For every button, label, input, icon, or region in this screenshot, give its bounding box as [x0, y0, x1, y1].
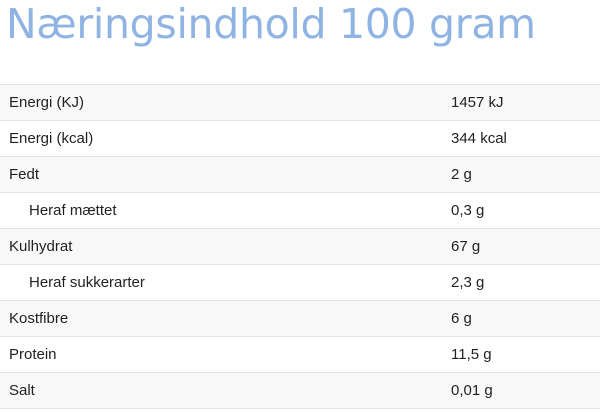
table-row-fat: Fedt 2 g — [0, 156, 600, 193]
row-label: Energi (KJ) — [9, 94, 85, 111]
row-value: 11,5 g — [451, 346, 492, 363]
row-value: 0,01 g — [451, 382, 493, 399]
table-row-salt: Salt 0,01 g — [0, 372, 600, 409]
row-label: Salt — [9, 382, 35, 399]
nutrition-table: Energi (KJ) 1457 kJ Energi (kcal) 344 kc… — [0, 84, 600, 409]
table-row-energy-kcal: Energi (kcal) 344 kcal — [0, 120, 600, 157]
page-title: Næringsindhold 100 gram — [6, 0, 536, 48]
nutrition-table-body: Energi (KJ) 1457 kJ Energi (kcal) 344 kc… — [0, 84, 600, 409]
row-label: Kostfibre — [9, 310, 69, 327]
table-row-carbohydrate: Kulhydrat 67 g — [0, 228, 600, 265]
row-value: 2,3 g — [451, 274, 485, 291]
table-row-sugars: Heraf sukkerarter 2,3 g — [0, 264, 600, 301]
table-row-energy-kj: Energi (KJ) 1457 kJ — [0, 84, 600, 121]
row-value: 2 g — [451, 166, 472, 183]
row-label: Fedt — [9, 166, 40, 183]
row-label: Energi (kcal) — [9, 130, 94, 147]
row-label: Kulhydrat — [9, 238, 73, 255]
table-row-protein: Protein 11,5 g — [0, 336, 600, 373]
row-value: 67 g — [451, 238, 481, 255]
table-row-fibre: Kostfibre 6 g — [0, 300, 600, 337]
row-label: Heraf sukkerarter — [29, 274, 145, 291]
row-value: 6 g — [451, 310, 472, 327]
row-label: Protein — [9, 346, 57, 363]
table-row-saturated-fat: Heraf mættet 0,3 g — [0, 192, 600, 229]
row-label: Heraf mættet — [29, 202, 117, 219]
row-value: 344 kcal — [451, 130, 507, 147]
row-value: 0,3 g — [451, 202, 485, 219]
row-value: 1457 kJ — [451, 94, 504, 111]
